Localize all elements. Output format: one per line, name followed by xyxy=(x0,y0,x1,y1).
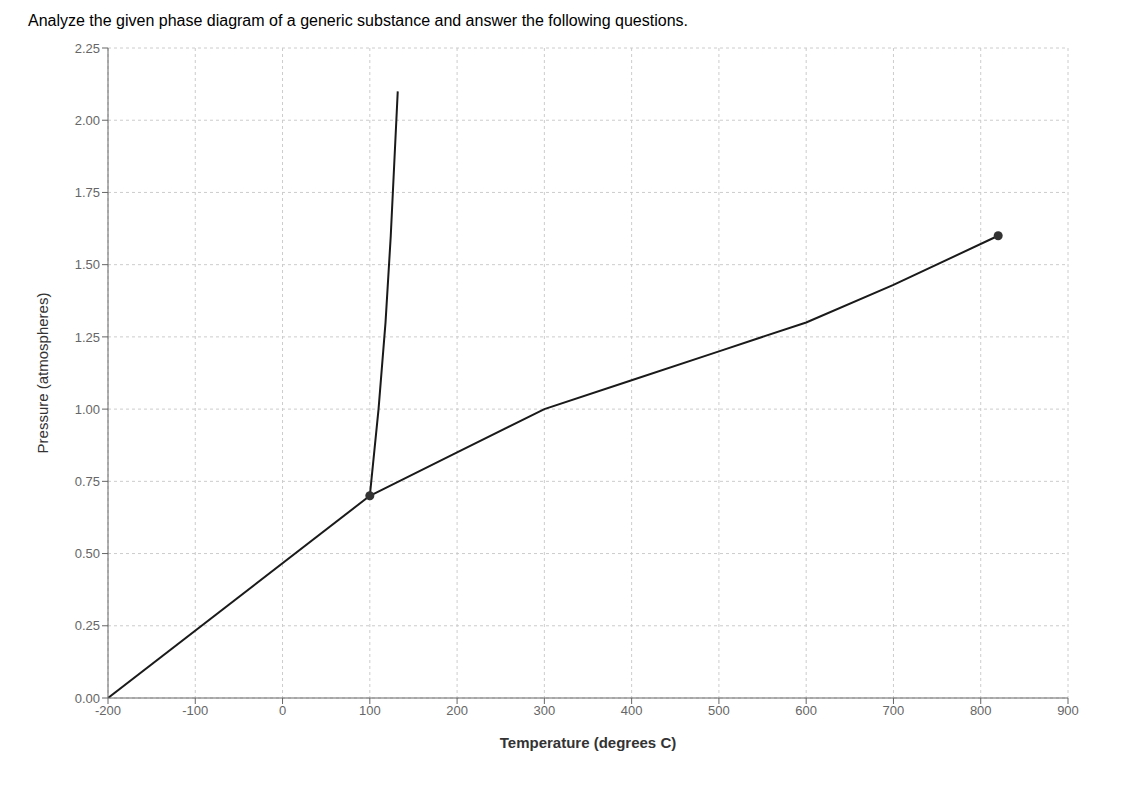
svg-text:-100: -100 xyxy=(182,703,208,718)
svg-text:2.00: 2.00 xyxy=(75,113,100,128)
svg-text:1.75: 1.75 xyxy=(75,185,100,200)
svg-text:0.00: 0.00 xyxy=(75,691,100,706)
svg-text:400: 400 xyxy=(621,703,643,718)
svg-text:0.75: 0.75 xyxy=(75,474,100,489)
svg-text:0: 0 xyxy=(279,703,286,718)
svg-text:Pressure (atmospheres): Pressure (atmospheres) xyxy=(34,293,51,454)
html-text:Analyze the given phase diagra: Analyze the given phase diagram of a gen… xyxy=(28,12,688,29)
svg-text:200: 200 xyxy=(446,703,468,718)
svg-text:700: 700 xyxy=(883,703,905,718)
svg-text:1.25: 1.25 xyxy=(75,330,100,345)
svg-text:Temperature (degrees C): Temperature (degrees C) xyxy=(500,734,676,751)
svg-text:0.25: 0.25 xyxy=(75,618,100,633)
svg-text:2.25: 2.25 xyxy=(75,41,100,56)
svg-text:300: 300 xyxy=(534,703,556,718)
svg-text:100: 100 xyxy=(359,703,381,718)
svg-text:-200: -200 xyxy=(95,703,121,719)
svg-text:1.50: 1.50 xyxy=(75,257,100,272)
svg-text:1.00: 1.00 xyxy=(75,402,100,417)
svg-text:0.50: 0.50 xyxy=(75,546,100,561)
svg-text:500: 500 xyxy=(708,703,730,718)
svg-text:800: 800 xyxy=(970,703,992,718)
svg-text:600: 600 xyxy=(795,703,817,718)
svg-text:900: 900 xyxy=(1057,703,1079,718)
